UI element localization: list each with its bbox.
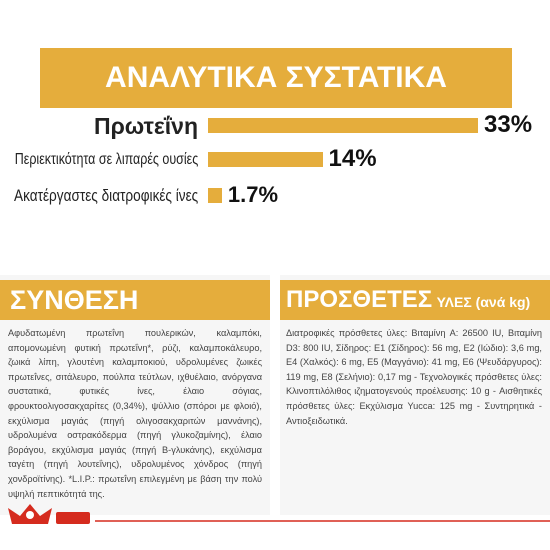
bar bbox=[208, 188, 222, 203]
crown-dot bbox=[26, 511, 34, 519]
bar bbox=[208, 152, 323, 167]
composition-text: Αφυδατωμένη πρωτεΐνη πουλερικών, καλαμπό… bbox=[8, 328, 262, 499]
additives-text: Διατροφικές πρόσθετες ύλες: Βιταμίνη A: … bbox=[286, 328, 542, 426]
value-label: 14% bbox=[328, 145, 377, 172]
additives-subtitle: ΥΛΕΣ (ανά kg) bbox=[436, 294, 531, 310]
additives-panel: ΠΡΟΣΘΕΤΕΣ ΥΛΕΣ (ανά kg) Διατροφικές πρόσ… bbox=[280, 275, 550, 515]
chart: Πρωτεΐνη 33% Περιεκτικότητα σε λιπαρές ουσ… bbox=[0, 110, 550, 220]
category-label: Περιεκτικότητα σε λιπαρές ουσίες bbox=[14, 151, 198, 168]
bar bbox=[208, 118, 478, 133]
logo-mark bbox=[56, 512, 90, 524]
additives-header: ΠΡΟΣΘΕΤΕΣ ΥΛΕΣ (ανά kg) bbox=[280, 280, 550, 320]
additives-title: ΠΡΟΣΘΕΤΕΣ bbox=[286, 286, 433, 313]
category-label: Πρωτεΐνη bbox=[93, 113, 198, 139]
value-label: 33% bbox=[484, 111, 533, 138]
composition-title: ΣΥΝΘΕΣΗ bbox=[0, 280, 270, 320]
composition-panel: ΣΥΝΘΕΣΗ Αφυδατωμένη πρωτεΐνη πουλερικών,… bbox=[0, 275, 270, 515]
category-label: Ακατέργαστες διατροφικές ίνες bbox=[13, 186, 198, 205]
value-label: 1.7% bbox=[227, 182, 279, 207]
footer-logo bbox=[8, 504, 550, 524]
header-title: ΑΝΑΛΥΤΙΚΑ ΣΥΣΤΑΤΙΚΑ bbox=[40, 48, 512, 108]
